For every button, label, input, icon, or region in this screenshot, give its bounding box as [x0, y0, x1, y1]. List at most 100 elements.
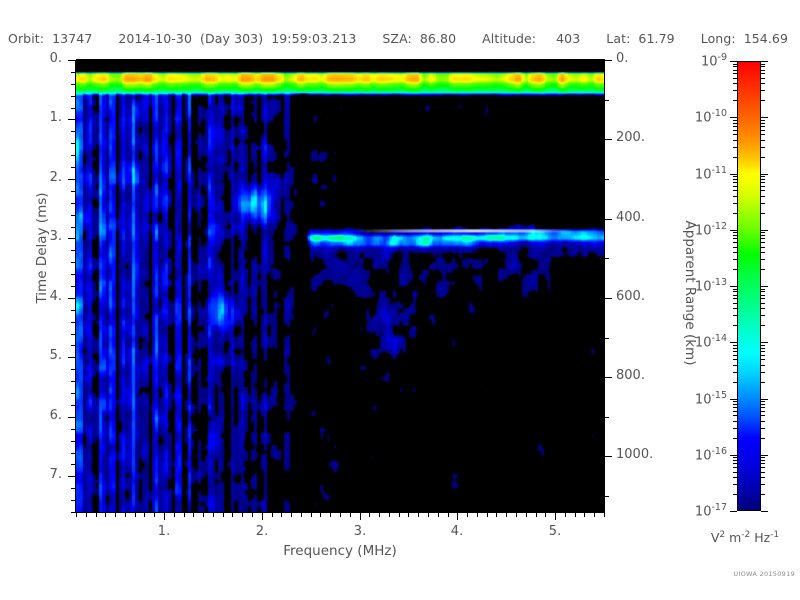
colorbar-minor-tick: [761, 247, 765, 248]
y-axis-left-tick: [68, 417, 76, 418]
colorbar-minor-tick: [733, 382, 737, 383]
x-axis-minor-tick: [76, 512, 77, 517]
colorbar-minor-tick: [761, 298, 765, 299]
colorbar-minor-tick: [733, 472, 737, 473]
colorbar-minor-tick: [761, 182, 765, 183]
y-axis-left-minor-tick: [71, 322, 76, 323]
colorbar-minor-tick: [761, 477, 765, 478]
y-axis-left-line: [75, 60, 76, 513]
colorbar-tick: [761, 117, 768, 118]
colorbar-minor-tick: [761, 66, 765, 67]
x-axis-minor-tick: [487, 512, 488, 517]
colorbar-minor-tick: [761, 348, 765, 349]
colorbar-exponent: -11: [711, 165, 727, 176]
x-axis-minor-tick: [125, 512, 126, 517]
colorbar-minor-tick: [761, 70, 765, 71]
x-axis-minor-tick: [565, 512, 566, 517]
y-axis-right-tick: [604, 298, 612, 299]
header-metadata-line: Orbit: 13747 2014-10-30 (Day 303) 19:59:…: [0, 29, 800, 47]
colorbar-minor-tick: [733, 73, 737, 74]
y-axis-left-minor-tick: [71, 405, 76, 406]
x-axis-minor-tick: [135, 512, 136, 517]
x-axis-tick-label: 2.: [255, 524, 269, 539]
colorbar-exponent: -10: [711, 108, 727, 119]
x-axis-minor-tick: [536, 512, 537, 517]
y-axis-left-minor-tick: [71, 310, 76, 311]
colorbar-minor-tick: [761, 259, 765, 260]
y-axis-left-minor-tick: [71, 96, 76, 97]
colorbar-minor-tick: [761, 120, 765, 121]
x-axis-minor-tick: [232, 512, 233, 517]
colorbar-minor-tick: [733, 355, 737, 356]
colorbar-tick-label: 10-16: [665, 446, 727, 463]
colorbar-minor-tick: [733, 404, 737, 405]
colorbar-minor-tick: [733, 303, 737, 304]
x-axis-minor-tick: [330, 512, 331, 517]
colorbar-minor-tick: [733, 186, 737, 187]
colorbar-mantissa: 10: [694, 335, 712, 351]
colorbar-minor-tick: [761, 140, 765, 141]
longitude-label: Long:: [700, 30, 736, 46]
x-axis-minor-tick: [575, 512, 576, 517]
x-axis-minor-tick: [350, 512, 351, 517]
y-axis-left-minor-tick: [71, 143, 76, 144]
colorbar-minor-tick: [761, 463, 765, 464]
colorbar-minor-tick: [733, 372, 737, 373]
colorbar-minor-tick: [733, 467, 737, 468]
sza-value: 86.80: [419, 30, 457, 46]
colorbar-minor-tick: [733, 259, 737, 260]
colorbar-minor-tick: [761, 428, 765, 429]
unit-hertz-exponent: -1: [770, 530, 780, 540]
colorbar-minor-tick: [761, 157, 765, 158]
colorbar-minor-tick: [761, 382, 765, 383]
colorbar-tick-label: 10-11: [665, 165, 727, 182]
colorbar-minor-tick: [733, 428, 737, 429]
y-axis-left-minor-tick: [71, 274, 76, 275]
colorbar-minor-tick: [761, 404, 765, 405]
x-axis-tick: [164, 512, 165, 520]
colorbar-minor-tick: [733, 463, 737, 464]
colorbar-minor-tick: [733, 90, 737, 91]
colorbar-minor-tick: [733, 407, 737, 408]
colorbar-minor-tick: [733, 351, 737, 352]
x-axis-minor-tick: [545, 512, 546, 517]
x-axis-minor-tick: [301, 512, 302, 517]
colorbar-minor-tick: [761, 179, 765, 180]
y-axis-right-tick-label: 200.: [616, 130, 645, 145]
colorbar-minor-tick: [733, 289, 737, 290]
unit-volts-exponent: 2: [719, 530, 726, 540]
x-axis-tick: [262, 512, 263, 520]
colorbar-minor-tick: [733, 147, 737, 148]
colorbar-minor-tick: [761, 303, 765, 304]
colorbar-exponent: -13: [711, 277, 727, 288]
y-axis-right-tick: [604, 219, 612, 220]
colorbar-tick: [730, 61, 737, 62]
colorbar-minor-tick: [761, 126, 765, 127]
y-axis-left-minor-tick: [71, 381, 76, 382]
y-axis-left-tick-label: 3.: [49, 229, 62, 244]
colorbar-minor-tick: [733, 401, 737, 402]
colorbar-minor-tick: [761, 190, 765, 191]
x-axis-minor-tick: [467, 512, 468, 517]
colorbar-mantissa: 10: [694, 167, 712, 183]
observation-time: 19:59:03.213: [271, 30, 357, 46]
colorbar-tick: [730, 399, 737, 400]
colorbar-minor-tick: [761, 295, 765, 296]
y-axis-left-tick-label: 4.: [49, 289, 62, 304]
x-axis-minor-tick: [252, 512, 253, 517]
colorbar-exponent: -16: [711, 446, 727, 457]
y-axis-left-minor-tick: [71, 334, 76, 335]
colorbar-minor-tick: [733, 291, 737, 292]
x-axis-minor-tick: [369, 512, 370, 517]
colorbar-minor-tick: [733, 100, 737, 101]
x-axis-minor-tick: [291, 512, 292, 517]
sza-label: SZA:: [382, 30, 412, 46]
y-axis-right-tick-label: 0.: [616, 51, 629, 66]
y-axis-left-minor-tick: [71, 345, 76, 346]
colorbar-minor-tick: [761, 252, 765, 253]
colorbar-tick: [761, 174, 768, 175]
colorbar-minor-tick: [761, 359, 765, 360]
colorbar-tick: [730, 286, 737, 287]
colorbar-minor-tick: [733, 123, 737, 124]
x-axis-minor-tick: [203, 512, 204, 517]
